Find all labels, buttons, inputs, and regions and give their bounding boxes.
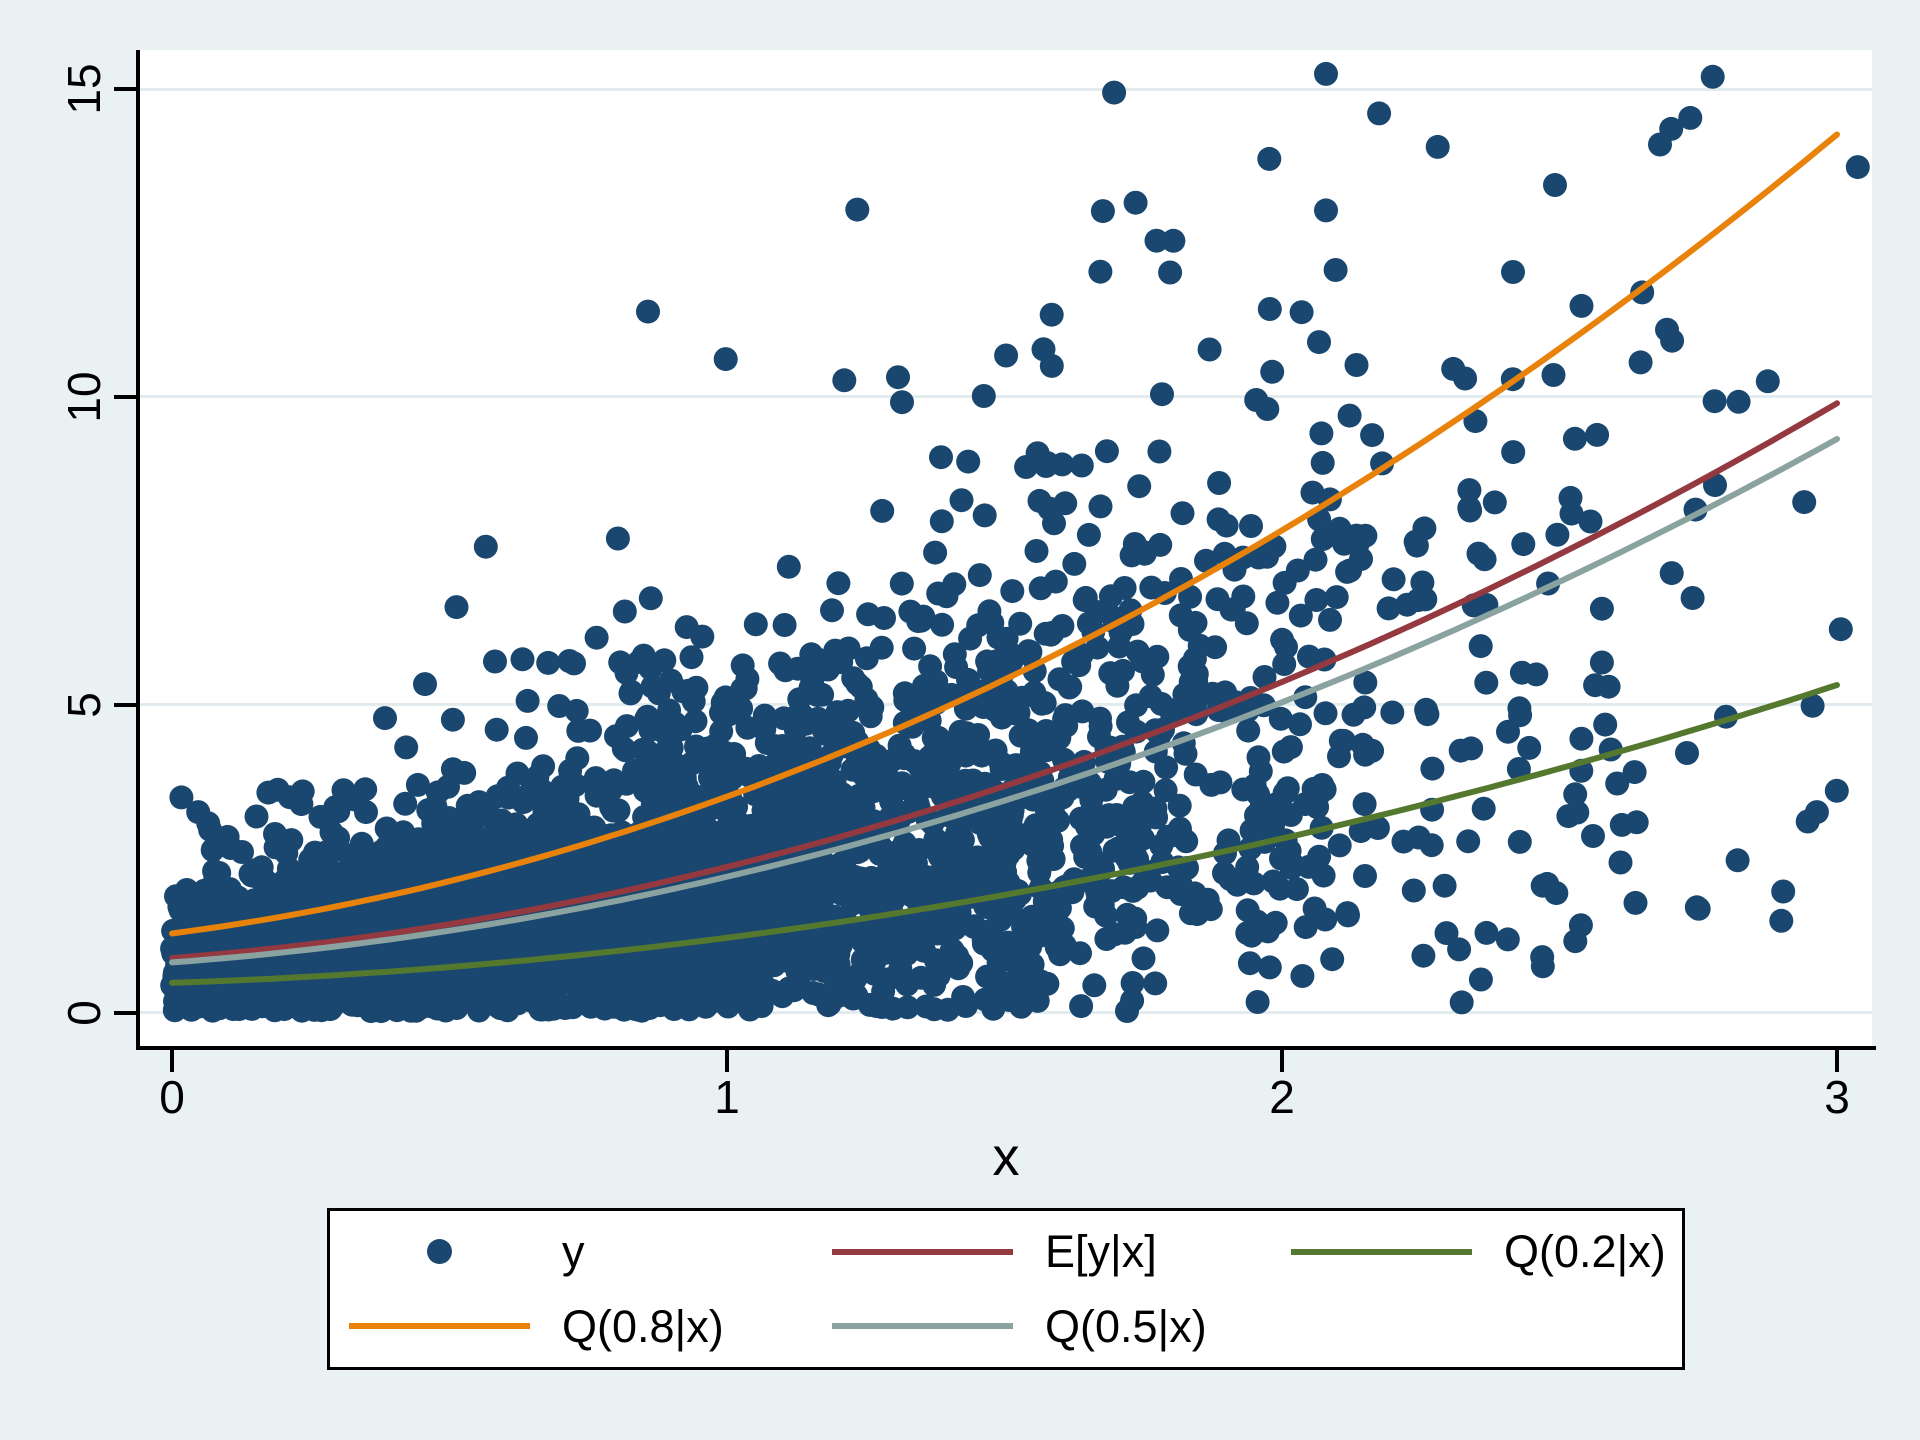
legend-key-mean (832, 1248, 1013, 1255)
legend-entry-q80: Q(0.8|x) (330, 1304, 813, 1349)
legend-key-q80 (349, 1323, 530, 1330)
legend-row-1: y E[y|x] Q(0.2|x) (330, 1218, 1682, 1286)
legend-key-q20 (1291, 1248, 1472, 1255)
x-tick-3 (1835, 1050, 1839, 1072)
scatter-marker-icon (427, 1239, 452, 1265)
legend-box: y E[y|x] Q(0.2|x) Q(0.8|x) Q(0.5|x) (327, 1208, 1685, 1370)
x-tick-label-2: 2 (1269, 1071, 1295, 1123)
x-tick-label-3: 3 (1824, 1071, 1850, 1123)
legend-label-q20: Q(0.2|x) (1504, 1226, 1666, 1278)
q20-line-icon (1291, 1248, 1472, 1255)
y-axis-line (136, 50, 140, 1050)
y-tick-label-15: 15 (58, 63, 110, 115)
x-tick-2 (1280, 1050, 1284, 1072)
y-tick-15 (114, 87, 140, 91)
y-tick-0 (114, 1011, 140, 1015)
legend-entry-y: y (330, 1229, 813, 1274)
mean-line-icon (832, 1248, 1013, 1255)
y-tick-10 (114, 395, 140, 399)
x-tick-label-0: 0 (159, 1071, 185, 1123)
x-tick-0 (170, 1050, 174, 1072)
gridline-y15 (140, 88, 1872, 91)
legend-key-y (349, 1239, 530, 1265)
legend-key-q50 (832, 1323, 1013, 1330)
gridline-y0 (140, 1011, 1872, 1014)
gridline-y10 (140, 395, 1872, 398)
x-tick-label-1: 1 (714, 1071, 740, 1123)
y-tick-label-0: 0 (58, 1000, 110, 1026)
x-axis-line (136, 1046, 1876, 1050)
legend-label-q80: Q(0.8|x) (562, 1300, 724, 1352)
q50-line-icon (832, 1323, 1013, 1330)
legend-row-2: Q(0.8|x) Q(0.5|x) (330, 1292, 1682, 1360)
plot-area (140, 50, 1872, 1046)
scatter-and-curves-canvas (160, 61, 1870, 1024)
y-tick-5 (114, 703, 140, 707)
legend-label-q50: Q(0.5|x) (1045, 1300, 1207, 1352)
q80-line-icon (349, 1323, 530, 1330)
x-tick-1 (725, 1050, 729, 1072)
legend-label-y: y (562, 1226, 585, 1278)
legend-entry-q20: Q(0.2|x) (1272, 1229, 1682, 1274)
y-tick-label-10: 10 (58, 371, 110, 423)
legend-entry-mean: E[y|x] (813, 1229, 1272, 1274)
x-axis-title: x (992, 1127, 1020, 1187)
y-tick-label-5: 5 (58, 692, 110, 718)
legend-entry-q50: Q(0.5|x) (813, 1304, 1272, 1349)
legend-label-mean: E[y|x] (1045, 1226, 1157, 1278)
